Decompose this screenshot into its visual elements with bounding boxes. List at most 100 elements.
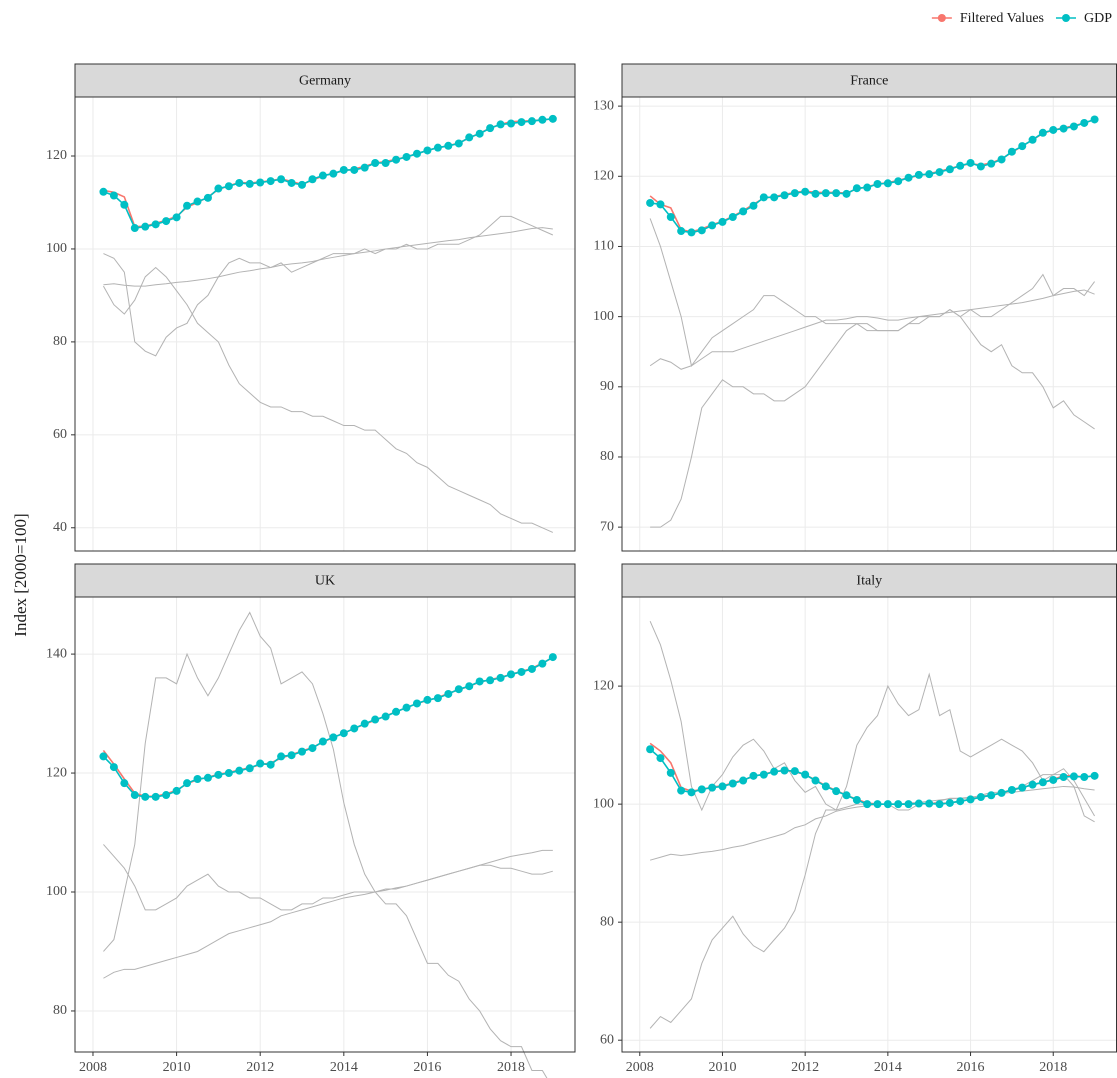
data-point <box>517 118 526 127</box>
data-point <box>1028 780 1037 789</box>
data-point <box>350 165 359 174</box>
data-point <box>894 177 903 186</box>
data-point <box>371 158 380 167</box>
data-point <box>739 207 748 216</box>
data-point <box>821 189 830 198</box>
data-point <box>1080 118 1089 127</box>
data-point <box>183 201 192 210</box>
data-point <box>780 766 789 775</box>
data-point <box>966 158 975 167</box>
data-point <box>402 703 411 712</box>
data-point <box>527 117 536 126</box>
legend-item: Filtered Values <box>931 11 1044 26</box>
data-point <box>423 146 432 155</box>
panel: UK 80 100 120 140 2008 2010 2012 2014 2016 2018 <box>46 563 576 1078</box>
data-point <box>749 771 758 780</box>
legend-item: GDP <box>1055 11 1112 26</box>
facet-title: Italy <box>856 574 882 589</box>
y-tick-label: 100 <box>593 796 614 811</box>
x-tick-label: 2012 <box>791 1060 819 1075</box>
indicator-line <box>649 785 1095 861</box>
data-point <box>770 767 779 776</box>
data-point <box>790 767 799 776</box>
y-tick-label: 90 <box>600 379 614 394</box>
data-point <box>308 744 317 753</box>
data-point <box>914 170 923 179</box>
legend-label: Filtered Values <box>960 11 1044 26</box>
panel-background <box>622 597 1117 1052</box>
y-tick-label: 80 <box>53 334 67 349</box>
data-point <box>873 180 882 189</box>
data-point <box>245 764 254 773</box>
data-point <box>329 733 338 742</box>
data-point <box>527 664 536 673</box>
x-tick-label: 2018 <box>1039 1060 1067 1075</box>
y-tick-label: 120 <box>593 678 614 693</box>
data-point <box>548 653 557 662</box>
data-point <box>1059 124 1068 133</box>
data-point <box>496 120 505 129</box>
data-point <box>749 201 758 210</box>
data-point <box>718 782 727 791</box>
data-point <box>329 169 338 178</box>
data-point <box>381 712 390 721</box>
data-point <box>548 114 557 123</box>
legend-key-point <box>1061 14 1070 22</box>
y-tick-label: 80 <box>53 1003 67 1018</box>
data-point <box>904 173 913 182</box>
data-point <box>360 163 369 172</box>
data-point <box>708 221 717 230</box>
data-point <box>904 800 913 809</box>
data-point <box>538 115 547 124</box>
data-point <box>1007 147 1016 156</box>
data-point <box>728 779 737 788</box>
data-point <box>99 187 108 196</box>
data-point <box>444 141 453 150</box>
y-tick-label: 110 <box>594 239 614 254</box>
data-point <box>873 800 882 809</box>
data-point <box>987 159 996 168</box>
data-point <box>109 763 118 772</box>
data-point <box>987 791 996 800</box>
data-point <box>141 792 150 801</box>
data-point <box>245 179 254 188</box>
data-point <box>925 799 934 808</box>
data-point <box>863 183 872 192</box>
data-point <box>162 217 171 226</box>
data-point <box>444 689 453 698</box>
data-point <box>141 222 150 231</box>
panel-background <box>75 97 575 551</box>
data-point <box>412 699 421 708</box>
data-point <box>203 773 212 782</box>
indicator-line <box>650 273 1095 528</box>
facet-title: Germany <box>299 74 351 89</box>
data-point <box>976 162 985 171</box>
data-point <box>433 143 442 152</box>
facet-strip <box>621 563 1117 598</box>
indicator-line <box>649 620 1096 817</box>
data-point <box>350 724 359 733</box>
data-point <box>120 200 129 209</box>
data-point <box>863 800 872 809</box>
data-point <box>130 224 139 233</box>
data-point <box>1007 785 1016 794</box>
data-point <box>360 719 369 728</box>
data-point <box>945 798 954 807</box>
data-point <box>507 670 516 679</box>
legend-key <box>931 14 952 22</box>
data-point <box>224 182 233 191</box>
data-point <box>801 770 810 779</box>
data-point <box>976 793 985 802</box>
legend-key-point <box>937 14 946 22</box>
data-point <box>1069 772 1078 781</box>
data-point <box>266 760 275 769</box>
panel-background <box>75 597 575 1052</box>
data-point <box>392 707 401 716</box>
data-point <box>894 800 903 809</box>
data-point <box>235 178 244 187</box>
legend-label: GDP <box>1084 11 1112 26</box>
y-tick-label: 80 <box>600 449 614 464</box>
x-tick-label: 2010 <box>163 1060 191 1075</box>
y-tick-label: 120 <box>46 765 67 780</box>
data-point <box>162 791 171 800</box>
